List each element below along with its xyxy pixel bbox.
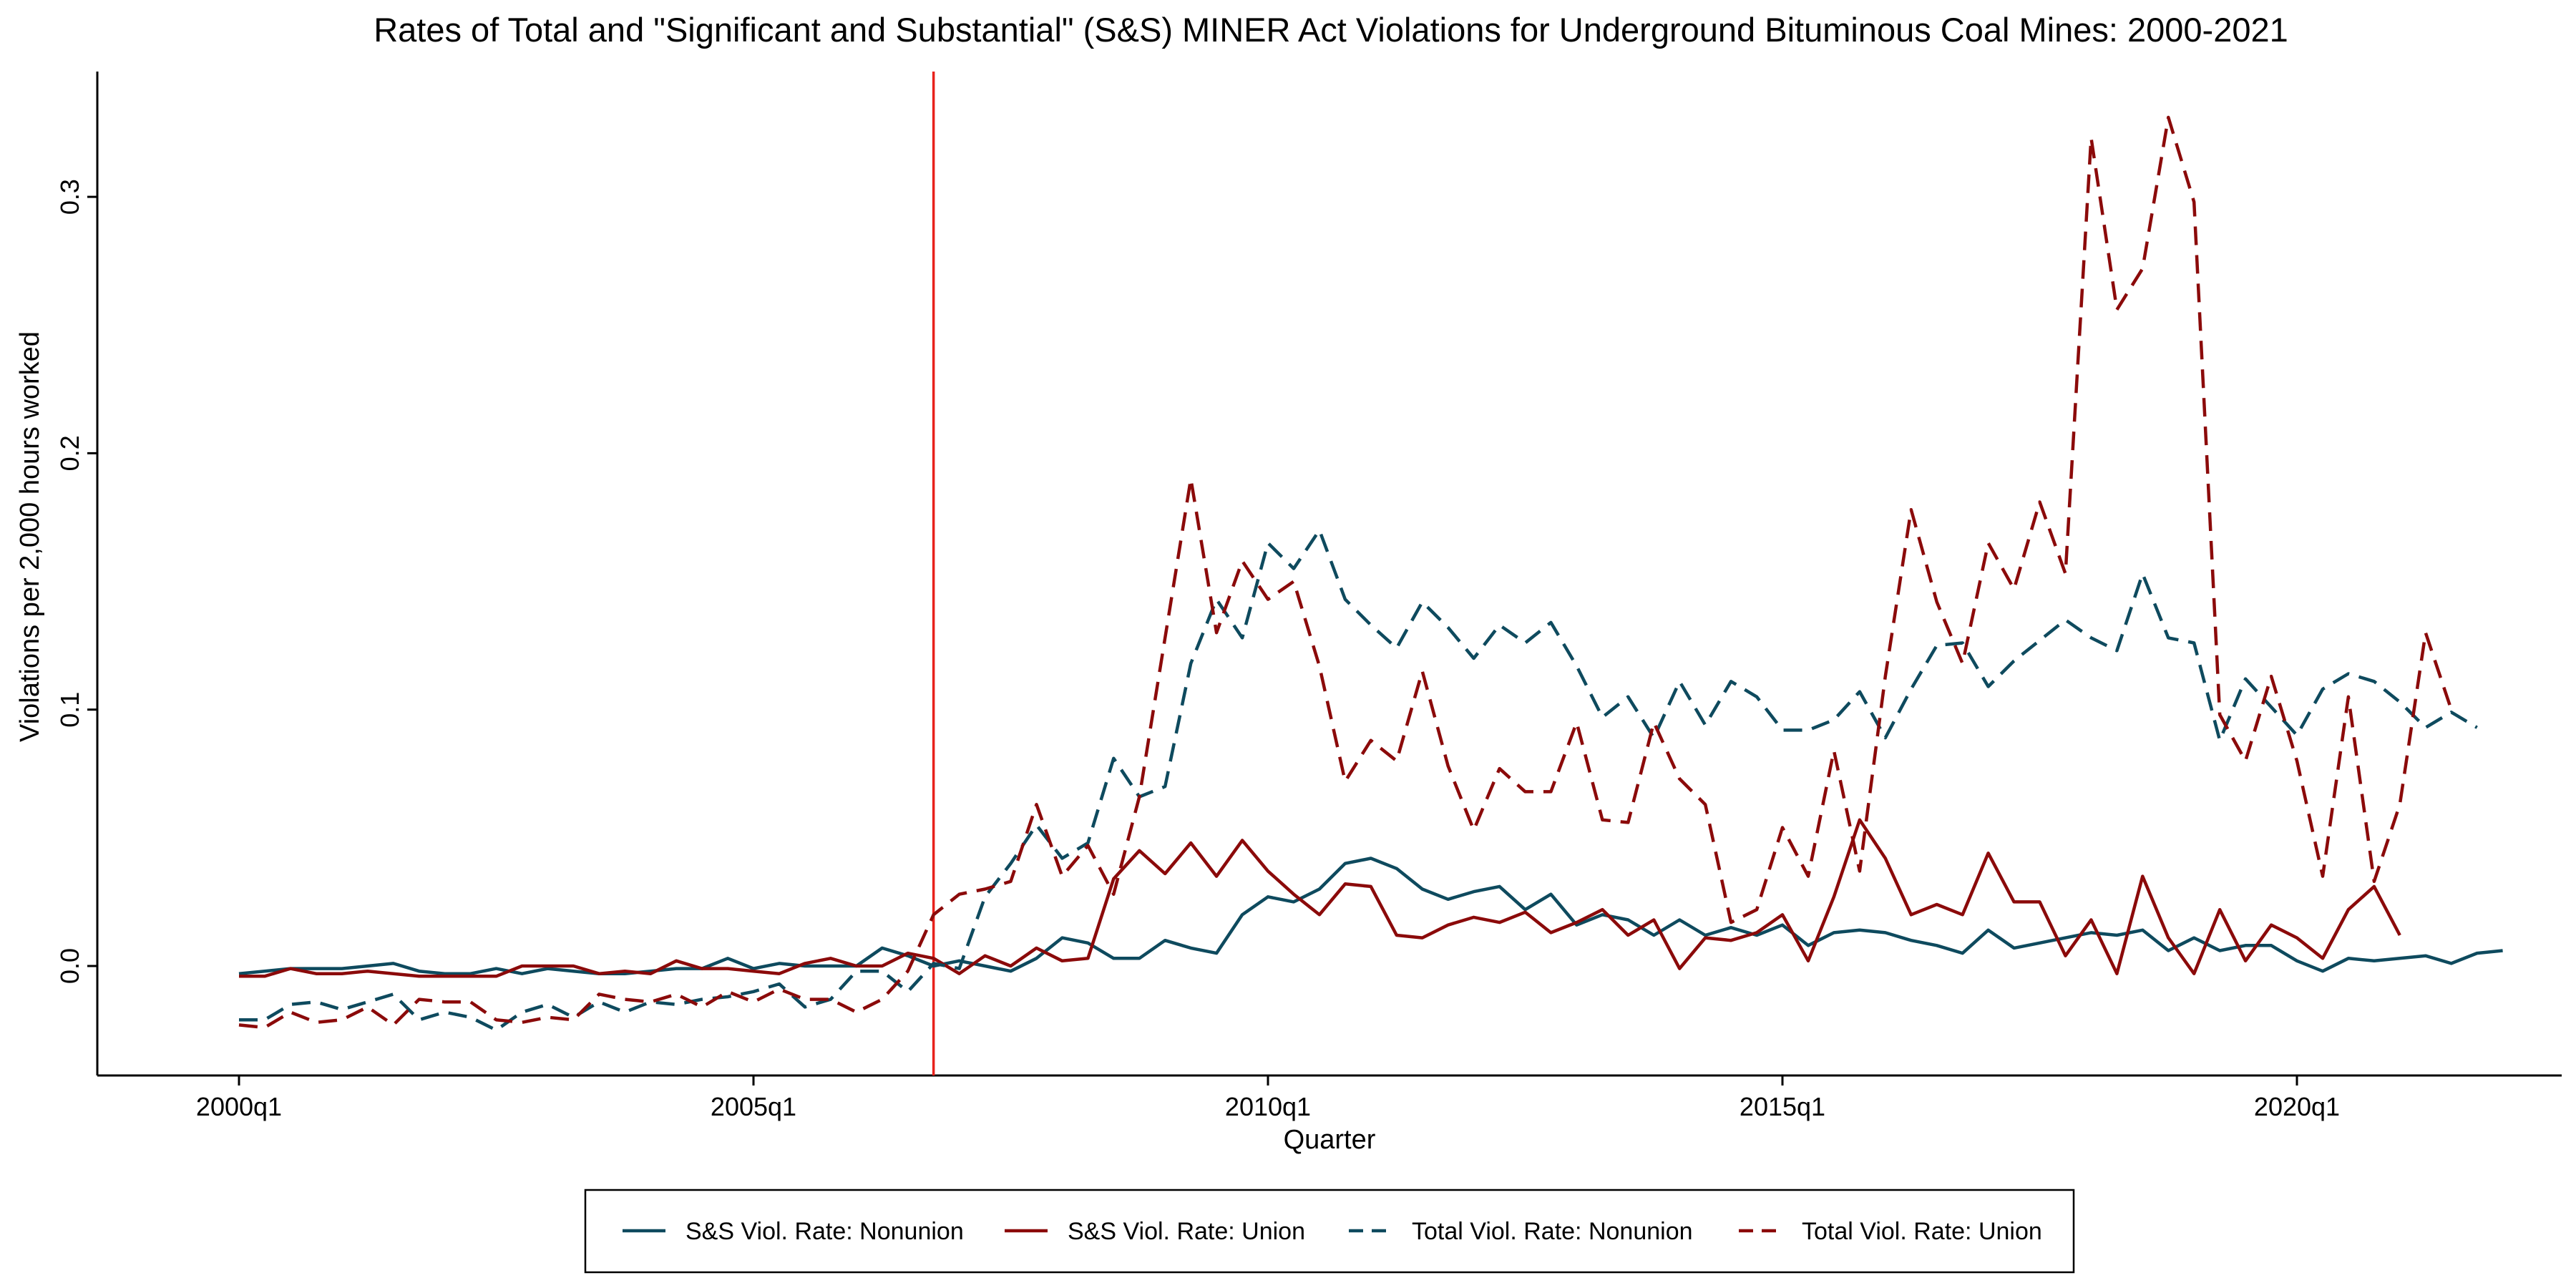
x-tick-label: 2005q1 <box>711 1092 796 1121</box>
x-tick-label: 2015q1 <box>1740 1092 1825 1121</box>
y-axis-label: Violations per 2,000 hours worked <box>15 331 45 742</box>
y-tick-label: 0.1 <box>55 692 84 728</box>
plot-area: 0.0 0.1 0.2 0.3 2000q1 2005q1 2010q1 2015q1 2020… <box>55 72 2562 1121</box>
x-axis-label: Quarter <box>1284 1125 1376 1155</box>
y-tick-label: 0.0 <box>55 948 84 984</box>
series-line-4 <box>238 115 2453 1030</box>
legend: S&S Viol. Rate: Nonunion S&S Viol. Rate: … <box>584 1189 2075 1274</box>
series-line-1 <box>238 857 2503 975</box>
y-tick-label: 0.3 <box>55 179 84 215</box>
legend-label-4: Total Viol. Rate: Union <box>1802 1218 2042 1245</box>
series-line-3 <box>239 528 2478 1032</box>
x-tick-label: 2000q1 <box>196 1092 282 1121</box>
legend-label-2: S&S Viol. Rate: Union <box>1068 1218 1305 1245</box>
legend-label-3: Total Viol. Rate: Nonunion <box>1412 1218 1693 1245</box>
x-tick-label: 2010q1 <box>1225 1092 1311 1121</box>
chart-title: Rates of Total and "Significant and Subs… <box>374 11 2288 49</box>
y-tick-label: 0.2 <box>55 435 84 471</box>
series-line-2 <box>239 818 2401 978</box>
legend-box <box>584 1189 2075 1274</box>
x-tick-label: 2020q1 <box>2254 1092 2340 1121</box>
legend-label-1: S&S Viol. Rate: Nonunion <box>686 1218 964 1245</box>
